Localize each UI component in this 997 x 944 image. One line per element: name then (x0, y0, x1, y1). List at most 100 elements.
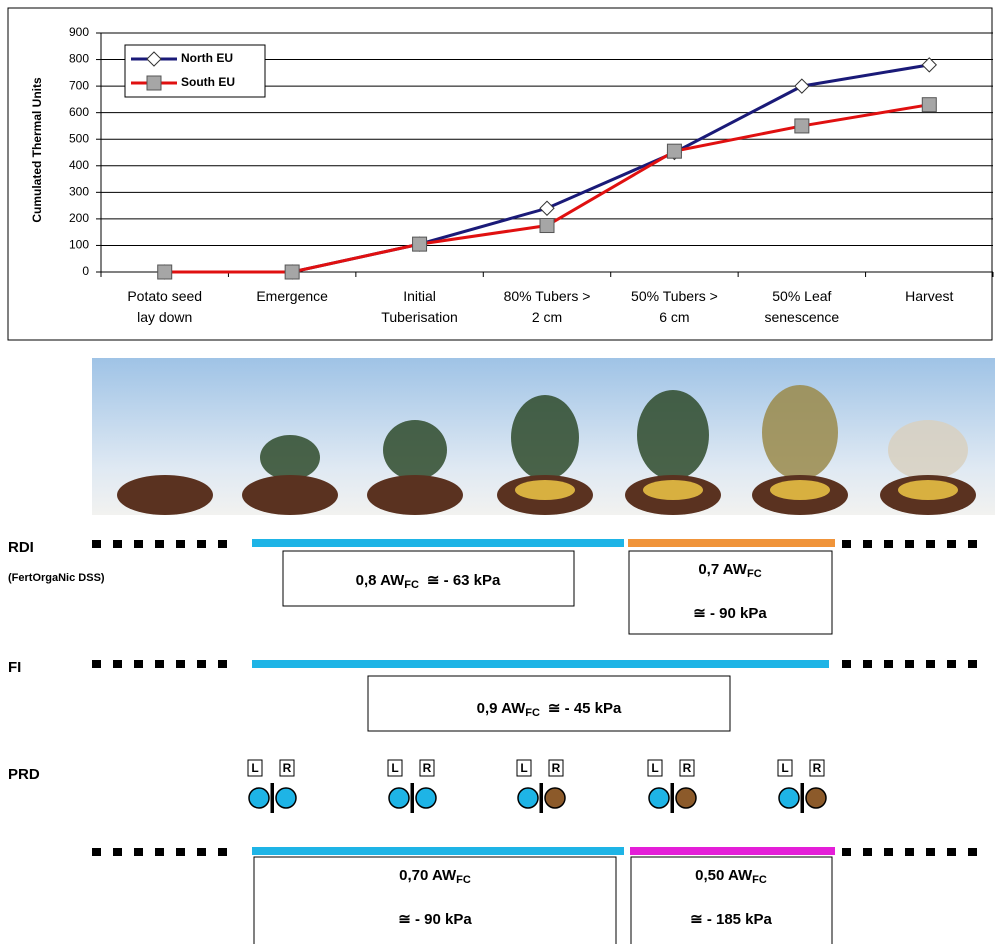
dotted-marker (134, 848, 143, 856)
side-box (387, 759, 403, 777)
side-box (809, 759, 825, 777)
divider (410, 783, 414, 813)
y-tick-label: 800 (69, 52, 89, 66)
plant-foliage (511, 395, 579, 480)
x-tick-label: 80% Tubers >2 cm (504, 288, 591, 325)
side-box (279, 759, 295, 777)
y-tick-label: 300 (69, 185, 89, 199)
dotted-marker (926, 660, 935, 668)
divider (800, 783, 804, 813)
divider (670, 783, 674, 813)
dotted-marker (218, 660, 227, 668)
dotted-marker (155, 540, 164, 548)
divider (539, 783, 543, 813)
dotted-marker (842, 660, 851, 668)
period-bar (252, 539, 624, 547)
dotted-marker (905, 848, 914, 856)
dotted-marker (155, 660, 164, 668)
side-box (419, 759, 435, 777)
side-label: L (651, 761, 658, 775)
dotted-marker (926, 848, 935, 856)
side-label: L (251, 761, 258, 775)
data-point (157, 264, 173, 280)
side-label: L (781, 761, 788, 775)
side-box (247, 759, 263, 777)
data-point (794, 118, 810, 134)
dotted-marker (863, 540, 872, 548)
y-tick-label: 700 (69, 78, 89, 92)
soil-mound (367, 475, 463, 515)
box-text-part: ≅ - 45 kPa (548, 700, 622, 717)
tubers (898, 480, 958, 500)
box-text-part: FC (525, 707, 540, 719)
side-label: L (520, 761, 527, 775)
dotted-marker (92, 848, 101, 856)
x-tick-label: Harvest (905, 288, 953, 304)
box-text-part: 0,9 AW (477, 700, 526, 717)
dotted-marker (863, 660, 872, 668)
tubers (770, 480, 830, 500)
value-box (367, 675, 731, 732)
side-box (516, 759, 532, 777)
x-tick-label: Initial Tuberisation (381, 288, 458, 325)
soil-mound (117, 475, 213, 515)
box-text-part: 0,50 AW (695, 867, 753, 884)
plant-stages-photo (92, 358, 995, 515)
value-box (628, 550, 833, 635)
dotted-marker (842, 540, 851, 548)
root-side (517, 787, 539, 809)
row-label: PRD (8, 766, 40, 783)
dotted-marker (947, 848, 956, 856)
root-side (805, 787, 827, 809)
tubers (515, 480, 575, 500)
box-text: 0,70 AWFC (399, 867, 471, 886)
box-text-part: FC (456, 874, 471, 886)
x-tick-label: Emergence (256, 288, 328, 304)
box-text: ≅ - 185 kPa (690, 911, 772, 928)
plant-foliage (637, 390, 709, 480)
value-box (282, 550, 575, 607)
x-tick-label: 50% Tubers >6 cm (631, 288, 718, 325)
period-bar (252, 660, 829, 668)
dotted-marker (218, 540, 227, 548)
side-label: R (283, 761, 292, 775)
dotted-marker (197, 660, 206, 668)
box-text: 0,9 AWFC ≅ - 45 kPa (477, 700, 622, 719)
plant-foliage (260, 435, 320, 480)
dotted-marker (176, 660, 185, 668)
divider (270, 783, 274, 813)
row-note: (FertOrgaNic DSS) (8, 572, 105, 584)
root-side (388, 787, 410, 809)
data-point (284, 264, 300, 280)
dotted-marker (842, 848, 851, 856)
plant-foliage (762, 385, 838, 480)
box-text: ≅ - 90 kPa (693, 605, 767, 622)
period-bar (628, 539, 835, 547)
side-label: R (683, 761, 692, 775)
dotted-marker (968, 660, 977, 668)
y-axis-label: Cumulated Thermal Units (30, 77, 44, 223)
dotted-marker (884, 540, 893, 548)
y-tick-label: 200 (69, 211, 89, 225)
box-text: 0,7 AWFC (698, 561, 761, 580)
dotted-marker (155, 848, 164, 856)
dotted-marker (218, 848, 227, 856)
legend-marker (146, 75, 162, 91)
box-text-part: FC (747, 568, 762, 580)
tubers (643, 480, 703, 500)
x-tick-label: 50% Leaf senescence (764, 288, 839, 325)
dotted-marker (884, 660, 893, 668)
y-tick-label: 100 (69, 238, 89, 252)
plant-foliage (888, 420, 968, 480)
root-side (275, 787, 297, 809)
box-text-part: FC (752, 874, 767, 886)
side-box (679, 759, 695, 777)
box-text: 0,8 AWFC ≅ - 63 kPa (356, 572, 501, 591)
data-point (539, 200, 555, 216)
dotted-marker (113, 848, 122, 856)
y-tick-label: 0 (82, 264, 89, 278)
box-text-part: 0,7 AW (698, 561, 747, 578)
plant-foliage (383, 420, 447, 480)
dotted-marker (884, 848, 893, 856)
